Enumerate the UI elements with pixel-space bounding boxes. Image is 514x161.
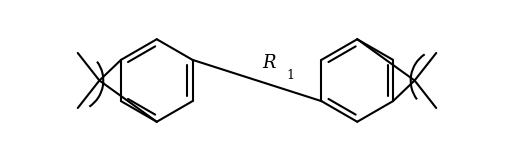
Text: 1: 1	[286, 69, 295, 82]
Text: R: R	[262, 54, 276, 72]
